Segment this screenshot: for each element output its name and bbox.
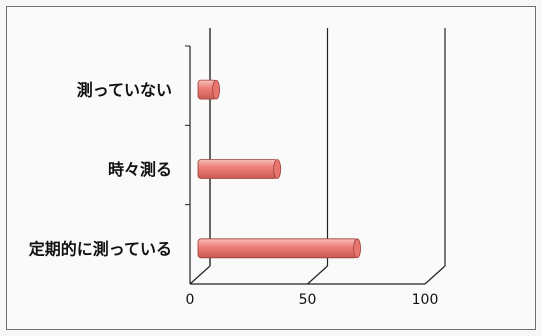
category-label: 測っていない bbox=[77, 81, 172, 100]
x-tick-label: 0 bbox=[186, 292, 195, 308]
bar-end-cap bbox=[273, 159, 282, 179]
x-tick-label: 100 bbox=[412, 292, 439, 308]
x-tick-label: 50 bbox=[299, 292, 317, 308]
bar-end-cap bbox=[353, 238, 362, 259]
depth-line bbox=[424, 265, 446, 285]
category-label: 定期的に測っている bbox=[28, 239, 172, 258]
category-label: 時々測る bbox=[108, 160, 172, 179]
bar-end-cap bbox=[212, 79, 221, 100]
bar bbox=[197, 238, 362, 259]
depth-line bbox=[307, 265, 328, 285]
grid-layer bbox=[185, 28, 446, 285]
bar bbox=[197, 79, 221, 100]
bar-body bbox=[197, 238, 358, 259]
bar bbox=[197, 159, 282, 179]
bar-body bbox=[197, 159, 278, 179]
depth-line bbox=[189, 265, 211, 285]
bar-layer bbox=[197, 79, 362, 259]
